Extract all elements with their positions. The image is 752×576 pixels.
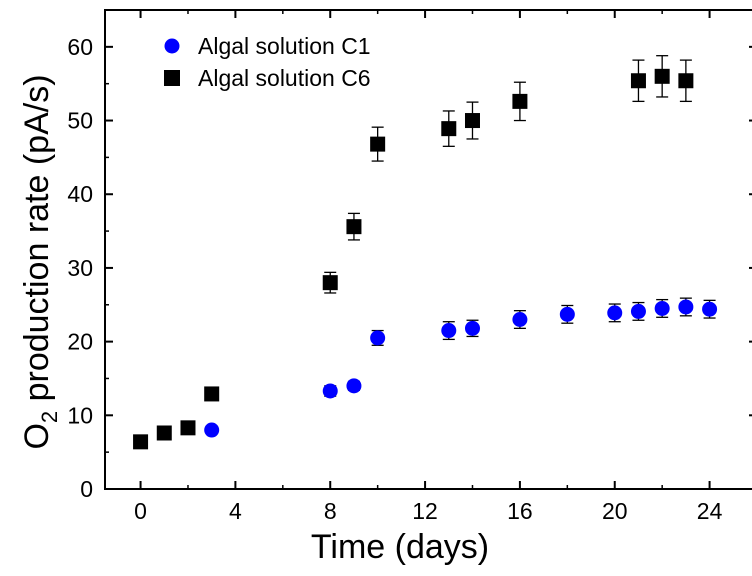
data-point-c6	[630, 73, 646, 89]
data-point-c1	[630, 303, 646, 319]
x-tick-label: 12	[412, 498, 438, 524]
data-point-c1	[512, 312, 528, 328]
legend: Algal solution C1 Algal solution C6	[164, 33, 371, 91]
legend-marker-c6	[164, 70, 180, 86]
plot-frame	[104, 9, 752, 490]
data-point-c1	[441, 323, 457, 339]
data-point-c6	[370, 136, 386, 152]
y-axis-title-subscript: 2	[37, 411, 62, 423]
data-point-c1	[204, 422, 220, 438]
x-axis-title: Time (days)	[311, 528, 489, 566]
y-tick-label: 50	[67, 108, 93, 134]
y-tick-label: 20	[67, 329, 93, 355]
data-point-c6	[204, 386, 220, 402]
data-point-c1	[346, 378, 362, 394]
y-tick-label: 40	[67, 181, 93, 207]
legend-label-c1: Algal solution C1	[198, 33, 371, 59]
x-tick-label: 16	[507, 498, 533, 524]
y-tick-label: 60	[67, 34, 93, 60]
data-point-c6	[512, 93, 528, 109]
y-tick-label: 30	[67, 255, 93, 281]
data-point-c1	[464, 320, 480, 336]
legend-label-c6: Algal solution C6	[198, 65, 371, 91]
data-point-c1	[559, 306, 575, 322]
x-tick-label: 24	[697, 498, 723, 524]
data-point-c6	[654, 68, 670, 84]
data-point-c1	[322, 383, 338, 399]
data-point-c6	[133, 434, 149, 450]
x-tick-label: 8	[324, 498, 337, 524]
y-tick-label: 0	[80, 476, 93, 502]
x-tick-label: 0	[134, 498, 147, 524]
data-point-c6	[346, 219, 362, 235]
data-point-c1	[654, 300, 670, 316]
y-tick-label: 10	[67, 402, 93, 428]
data-point-c6	[678, 73, 694, 89]
y-axis-title-prefix: O	[18, 423, 56, 449]
data-point-c6	[156, 425, 172, 441]
error-bars	[134, 55, 716, 447]
data-point-c1	[702, 301, 718, 317]
data-markers	[133, 68, 718, 450]
legend-marker-c1	[164, 38, 180, 54]
x-tick-label: 20	[602, 498, 628, 524]
data-point-c1	[370, 330, 386, 346]
x-tick-label: 4	[229, 498, 242, 524]
axis-ticks: 0 4 8 12 16 20 24 0 10 20 30 40 50 60	[67, 10, 752, 524]
data-point-c6	[464, 113, 480, 129]
data-point-c1	[678, 299, 694, 315]
y-axis-title-suffix: production rate (pA/s)	[18, 74, 56, 410]
data-point-c6	[441, 121, 457, 137]
data-point-c1	[607, 305, 623, 321]
data-point-c6	[180, 420, 196, 436]
y-axis-title: O2 production rate (pA/s)	[18, 74, 62, 449]
data-point-c6	[322, 275, 338, 291]
